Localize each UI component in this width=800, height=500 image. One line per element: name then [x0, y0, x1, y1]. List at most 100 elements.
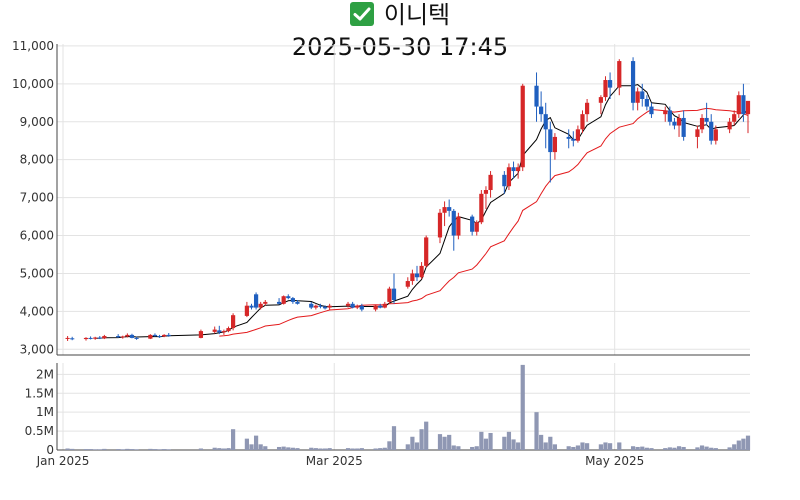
candle [709, 114, 714, 145]
candle [663, 106, 668, 122]
volume-bar [575, 445, 580, 450]
candle-body [253, 294, 259, 308]
volume-bar [263, 446, 268, 450]
candle-body [152, 334, 158, 337]
candle-body [709, 121, 714, 141]
candle-body [607, 80, 613, 88]
candle [93, 336, 98, 340]
volume-bar [88, 449, 93, 450]
candle-body [97, 337, 102, 339]
candle [672, 117, 677, 130]
volume-bar [249, 444, 254, 450]
volume-bar [414, 442, 420, 450]
candle-body [414, 273, 420, 278]
candle-body [672, 121, 677, 126]
candle-body [102, 336, 107, 339]
volume-bar [382, 447, 387, 450]
candle [676, 114, 682, 137]
candle [442, 201, 447, 227]
volume-bar [520, 364, 525, 450]
candle [745, 100, 751, 134]
candle-body [231, 315, 236, 329]
candle [286, 294, 291, 300]
candle-body [736, 95, 741, 115]
volume-bar [640, 446, 645, 450]
volume-bar [391, 426, 397, 450]
candle-body [373, 305, 378, 310]
volume-bar [709, 447, 714, 450]
volume-bar [456, 446, 461, 450]
volume-bar [93, 449, 98, 450]
candle [474, 220, 479, 236]
candle-body [83, 337, 89, 340]
candle-body [276, 301, 282, 304]
candle-body [424, 237, 429, 266]
volume-bar [479, 431, 484, 450]
candle-body [534, 85, 539, 107]
candle-body [741, 95, 746, 115]
candle-body [93, 337, 98, 339]
volume-bar [741, 438, 746, 450]
candle [437, 208, 443, 244]
volume-bar [451, 445, 456, 450]
candle-body [221, 331, 227, 333]
volume-bar [644, 447, 649, 450]
volume-bar [506, 431, 512, 450]
candle-body [70, 338, 75, 340]
volume-bar [152, 449, 158, 450]
candle [617, 59, 622, 96]
candle-body [198, 331, 204, 338]
candle [727, 117, 732, 134]
volume-bar [488, 432, 493, 450]
candle [741, 83, 746, 122]
volume-tick-label: 1M [36, 405, 54, 419]
candle [607, 72, 613, 99]
volume-bar [580, 442, 585, 450]
candle-body [116, 336, 121, 338]
volume-bar [102, 448, 107, 450]
candle [290, 296, 295, 304]
volume-bar [552, 444, 558, 450]
candle [566, 129, 571, 149]
candle [391, 273, 397, 304]
candle-body [617, 61, 622, 88]
candle [253, 292, 259, 310]
volume-bar [667, 447, 672, 450]
candle-body [359, 305, 364, 310]
candle-body [644, 98, 649, 107]
candle-body [290, 298, 295, 302]
volume-bar [663, 448, 668, 450]
candle-body [313, 305, 318, 308]
candle [732, 110, 737, 126]
candle-body [479, 193, 484, 223]
candle-body [649, 106, 654, 115]
candle [603, 76, 608, 101]
candle [116, 334, 121, 338]
chart-datetime: 2025-05-30 17:45 [291, 33, 509, 61]
price-tick-label: 9,000 [20, 115, 54, 129]
candle-body [520, 85, 525, 168]
candle [313, 304, 318, 310]
candle [552, 133, 558, 160]
volume-bar [281, 446, 286, 450]
candle [598, 95, 603, 115]
candle-body [603, 80, 608, 98]
volume-bar [253, 435, 259, 450]
candle-body [281, 296, 286, 304]
volume-bar [437, 434, 443, 450]
price-tick-label: 6,000 [20, 229, 54, 243]
candle [221, 329, 227, 335]
volume-bar [157, 449, 162, 450]
candle-body [447, 207, 452, 211]
candle-body [584, 102, 590, 115]
candle [405, 277, 410, 289]
candle-body [745, 100, 751, 115]
stock-name: 이니텍 [383, 1, 451, 29]
candle [456, 212, 461, 240]
candle-body [345, 303, 351, 306]
volume-bar [309, 447, 314, 450]
volume-bar [65, 448, 70, 450]
candle [212, 326, 217, 334]
candle [644, 95, 649, 111]
